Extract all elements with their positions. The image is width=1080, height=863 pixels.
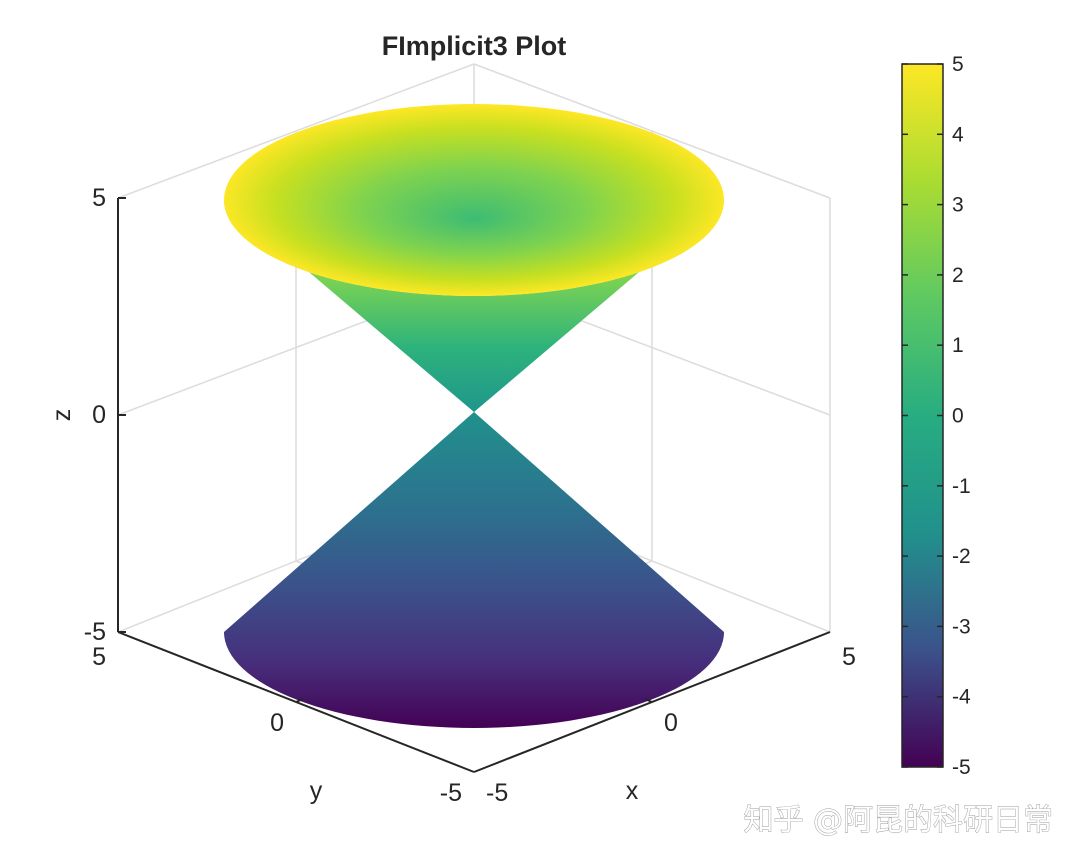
x-tick-label: -5	[486, 779, 508, 807]
colorbar-tick-label: -3	[952, 615, 971, 638]
x-tick-mark	[644, 698, 653, 703]
axes-lines	[117, 197, 831, 773]
lower-cone-surface	[224, 412, 724, 728]
colorbar-tick-label: -4	[952, 686, 971, 709]
z-tick-label: -5	[84, 618, 106, 646]
x-axis-label: x	[626, 777, 639, 805]
lower-cone-side	[224, 412, 724, 632]
colorbar-tick-label: 0	[952, 405, 964, 428]
colorbar-tick-label: -1	[952, 475, 971, 498]
z-tick-label: 0	[92, 401, 106, 429]
colorbar-tick-label: 3	[952, 194, 964, 217]
y-tick-label: 5	[92, 643, 106, 671]
z-tick-label: 5	[92, 184, 106, 212]
colorbar-tick-label: 1	[952, 334, 964, 357]
colorbar-ticks: 5 4 3 2 1 0 -1 -2 -3 -4 -5	[902, 53, 971, 779]
z-axis-label: z	[48, 409, 76, 422]
chart-title: FImplicit3 Plot	[382, 31, 567, 61]
lower-cone-base	[224, 632, 724, 728]
colorbar-tick-label: 4	[952, 123, 964, 146]
colorbar-tick-label: 2	[952, 264, 964, 287]
y-tick-mark	[295, 698, 304, 703]
y-tick-label: -5	[440, 779, 462, 807]
y-tick-label: 0	[270, 709, 284, 737]
upper-cone-surface	[224, 104, 724, 412]
y-axis-label: y	[310, 777, 323, 805]
watermark-text: 知乎 @阿昆的科研日常	[743, 803, 1053, 838]
x-tick-label: 0	[664, 709, 678, 737]
colorbar: 5 4 3 2 1 0 -1 -2 -3 -4 -5	[901, 53, 971, 779]
x-tick-label: 5	[842, 643, 856, 671]
colorbar-fill	[902, 64, 943, 767]
colorbar-tick-label: 5	[952, 53, 964, 76]
upper-cone-side	[224, 200, 724, 412]
colorbar-tick-label: -5	[952, 756, 971, 779]
upper-cone-rim	[224, 104, 724, 296]
colorbar-tick-label: -2	[952, 545, 971, 568]
